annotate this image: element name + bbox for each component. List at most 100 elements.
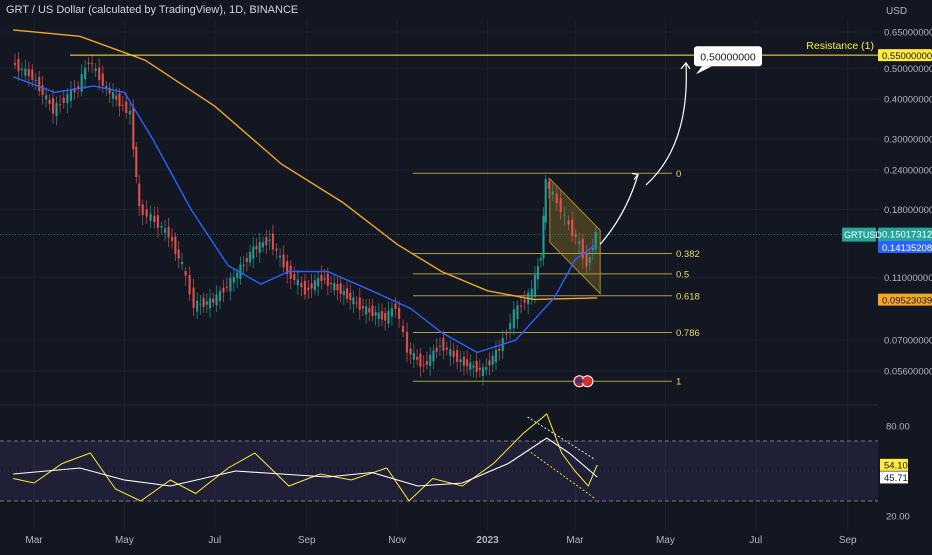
time-axis[interactable]: Mar May Jul Sep Nov 2023 Mar May Jul Sep — [25, 535, 857, 546]
candle-body — [481, 367, 485, 376]
ma-slow-price-text: 0.09523039 — [882, 296, 932, 307]
candle-body — [296, 279, 299, 286]
candle-body — [361, 306, 365, 309]
candle-body — [533, 275, 537, 297]
candle-body — [466, 359, 469, 367]
candle-body — [105, 86, 108, 89]
candle-body — [574, 234, 577, 237]
candle-body — [77, 86, 80, 88]
price-tick-label: 0.30000000 — [884, 134, 932, 145]
candle-body — [333, 282, 336, 291]
candle-body — [232, 277, 235, 283]
rsi-ma-value-box — [880, 471, 908, 484]
rsi-ma-line — [13, 437, 598, 487]
time-tick-label: Jul — [208, 535, 221, 546]
candle-body — [585, 253, 588, 267]
candle-body — [365, 306, 368, 315]
annotations[interactable]: Resistance (1) 0.50000000 — [0, 40, 878, 499]
price-tick-label: 0.11000000 — [884, 273, 932, 284]
candle-body — [98, 67, 101, 81]
price-tick-label: 0.40000000 — [884, 95, 932, 106]
candle-body — [409, 348, 412, 355]
candle-body — [432, 350, 435, 362]
candle-body — [222, 287, 225, 293]
price-axis[interactable]: 0.65000000 0.50000000 0.40000000 0.30000000… — [842, 28, 932, 523]
symbol-tag-text: GRTUSD — [844, 230, 882, 240]
time-tick-label: May — [656, 535, 675, 546]
candle-body — [512, 309, 515, 329]
candle-body — [51, 98, 55, 114]
rsi-line — [13, 413, 598, 502]
candle-body — [27, 69, 30, 77]
fib-retracement[interactable]: 0 0.382 0.5 0.618 0.786 1 — [413, 169, 700, 388]
candle-body — [384, 313, 387, 321]
candle-body — [442, 337, 445, 351]
fib-level-label: 0.5 — [676, 269, 689, 280]
last-price-text: 0.15017312 — [882, 230, 932, 241]
candle-body — [380, 311, 384, 320]
candle-body — [317, 278, 320, 287]
candle-body — [469, 362, 472, 370]
candle-body — [505, 333, 508, 335]
candle-body — [485, 367, 488, 370]
time-tick-label: Mar — [25, 535, 43, 546]
time-tick-label: Sep — [839, 535, 857, 546]
candle-body — [494, 349, 498, 363]
candle-body — [208, 298, 212, 309]
grid — [0, 20, 878, 530]
candle-body — [371, 305, 374, 317]
candle-body — [265, 237, 268, 246]
candle-body — [449, 349, 452, 357]
candle-body — [41, 85, 44, 95]
candle-body — [323, 278, 326, 280]
candle-body — [398, 307, 401, 320]
candle-body — [215, 294, 218, 306]
candle-body — [218, 290, 222, 301]
candle-body — [555, 193, 558, 204]
price-tick-label: 0.05600000 — [884, 367, 932, 378]
candle-body — [307, 287, 310, 291]
candle-body — [544, 179, 547, 223]
rsi-band-background — [0, 440, 878, 502]
candle-body — [180, 261, 184, 265]
resistance-price-box — [878, 49, 932, 62]
candle-body — [115, 95, 118, 100]
price-tick-label: 0.50000000 — [884, 64, 932, 75]
candle-body — [202, 297, 205, 307]
candle-body — [261, 242, 265, 248]
candle-body — [55, 102, 58, 116]
candle-body — [289, 265, 292, 279]
candle-body — [145, 209, 148, 217]
candle-body — [459, 359, 462, 363]
candle-body — [268, 239, 271, 242]
candle-body — [355, 302, 358, 304]
candle-body — [170, 237, 174, 242]
resistance-name: Resistance (1) — [806, 40, 874, 52]
ma-fast-line — [12, 76, 598, 354]
fib-level-label: 0 — [676, 169, 681, 180]
candle-body — [17, 59, 20, 72]
candle-body — [252, 246, 255, 259]
fib-level-label: 0.786 — [676, 328, 700, 339]
candle-body — [149, 213, 152, 221]
candle-body — [542, 215, 545, 259]
candle-body — [31, 69, 34, 80]
event-flag-detail — [575, 379, 583, 383]
projection-arrow-2-head — [680, 61, 691, 70]
time-tick-label: Sep — [298, 535, 316, 546]
candle-body — [523, 299, 526, 303]
rsi-value-text: 54.10 — [884, 460, 908, 471]
ma-fast-price-box — [878, 240, 932, 253]
projection-arrow-1-head — [631, 172, 640, 180]
candle-body — [24, 68, 27, 76]
price-tick-label: 0.65000000 — [884, 28, 932, 39]
candle-body — [225, 286, 229, 288]
candle-body — [163, 228, 167, 233]
candle-body — [156, 215, 160, 228]
candle-body — [236, 272, 239, 279]
candle-body — [475, 360, 478, 372]
candle-body — [300, 282, 303, 288]
